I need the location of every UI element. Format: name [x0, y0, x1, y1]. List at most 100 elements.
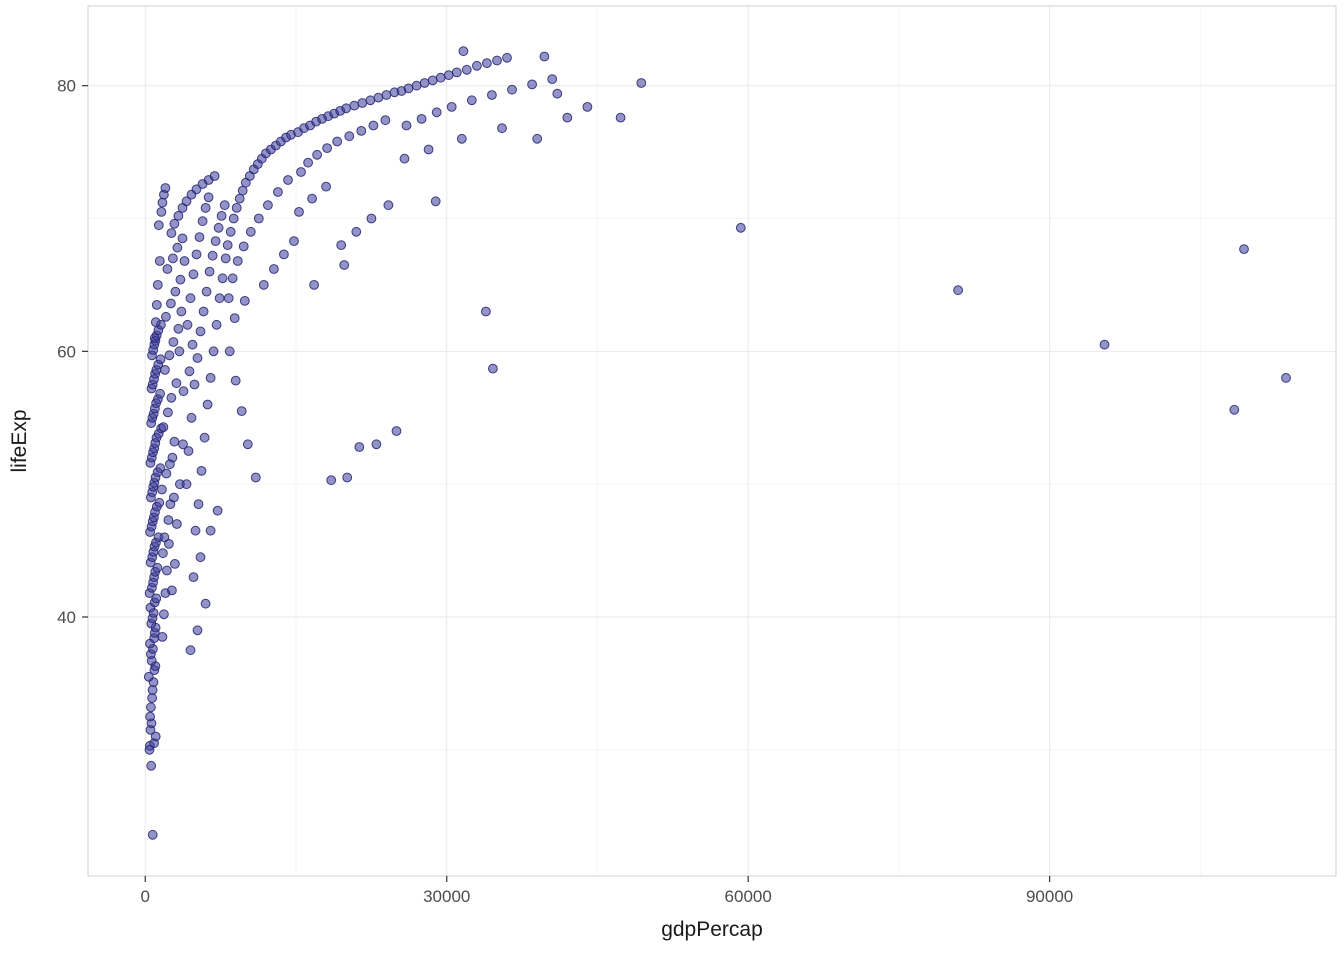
data-point — [423, 144, 434, 155]
y-tick-label: 60 — [57, 342, 76, 361]
data-point — [176, 306, 187, 317]
data-point — [152, 280, 163, 290]
data-point — [192, 625, 203, 636]
data-point — [143, 671, 154, 682]
data-point — [1239, 244, 1249, 255]
data-point — [181, 479, 192, 490]
data-point — [231, 203, 242, 213]
data-point — [391, 426, 402, 436]
data-point — [488, 363, 498, 374]
data-point — [200, 598, 211, 609]
data-point — [208, 346, 219, 357]
data-point — [446, 102, 457, 112]
plot-panel — [88, 6, 1336, 876]
data-point — [207, 250, 218, 261]
x-tick-label: 0 — [141, 887, 150, 906]
data-point — [312, 149, 323, 160]
data-point — [164, 539, 174, 549]
data-point — [456, 133, 467, 144]
data-point — [146, 702, 156, 713]
data-point — [507, 84, 517, 95]
data-point — [172, 519, 182, 529]
data-point — [147, 829, 158, 840]
axes: 0 30000 60000 90000 40 60 80 — [57, 77, 1073, 906]
data-point — [183, 446, 194, 456]
data-point — [309, 280, 320, 290]
data-point — [307, 193, 318, 204]
data-point — [356, 125, 367, 136]
data-point — [224, 346, 235, 357]
data-point — [435, 72, 446, 83]
data-point — [351, 226, 362, 237]
data-point — [198, 306, 209, 317]
data-point — [373, 92, 384, 103]
data-point — [502, 52, 512, 63]
data-point — [242, 439, 253, 450]
data-point — [527, 79, 537, 90]
data-point — [193, 499, 204, 510]
data-point — [169, 492, 179, 503]
data-point — [155, 463, 166, 474]
data-point — [239, 296, 250, 306]
data-point — [160, 183, 171, 193]
data-point — [283, 175, 293, 185]
data-point — [190, 525, 201, 536]
data-point — [177, 233, 188, 244]
data-point — [401, 120, 412, 131]
data-point — [383, 200, 394, 211]
data-point — [159, 609, 169, 620]
data-point — [184, 366, 195, 377]
data-point — [214, 293, 225, 304]
data-point — [232, 256, 243, 266]
data-point — [188, 572, 199, 582]
data-point — [416, 114, 427, 124]
data-point — [202, 399, 213, 410]
data-point — [195, 552, 206, 563]
data-point — [154, 256, 165, 266]
data-point — [209, 171, 220, 181]
data-point — [168, 337, 179, 347]
data-point — [205, 525, 216, 536]
x-tick-label: 30000 — [423, 887, 470, 906]
data-point — [419, 78, 430, 88]
data-point — [539, 51, 550, 62]
y-tick-label: 80 — [57, 77, 76, 96]
data-point — [365, 95, 376, 106]
data-point — [217, 273, 228, 284]
data-point — [151, 593, 162, 604]
data-point — [492, 55, 502, 66]
data-point — [216, 211, 227, 221]
data-point — [166, 228, 177, 239]
data-point — [165, 459, 175, 470]
data-point — [178, 439, 188, 450]
data-point — [156, 207, 167, 217]
data-point — [223, 293, 234, 304]
data-point — [211, 319, 222, 330]
data-point — [366, 213, 377, 224]
data-point — [167, 585, 177, 596]
data-points — [143, 46, 1291, 840]
data-point — [166, 392, 177, 403]
data-point — [212, 505, 223, 516]
data-point — [269, 264, 279, 274]
data-point — [169, 218, 180, 229]
data-point — [159, 532, 170, 543]
data-point — [380, 115, 391, 126]
data-point — [157, 632, 168, 642]
data-point — [296, 167, 306, 177]
data-point — [431, 107, 442, 118]
data-point — [399, 153, 410, 164]
data-point — [189, 379, 200, 390]
data-point — [191, 249, 202, 260]
data-point — [201, 286, 212, 297]
data-point — [273, 187, 283, 197]
data-point — [196, 466, 207, 476]
data-point — [250, 472, 261, 483]
data-point — [173, 211, 184, 221]
data-point — [953, 285, 963, 296]
data-point — [149, 333, 160, 344]
data-point — [153, 220, 164, 231]
data-point — [152, 562, 163, 573]
data-point — [173, 323, 184, 334]
